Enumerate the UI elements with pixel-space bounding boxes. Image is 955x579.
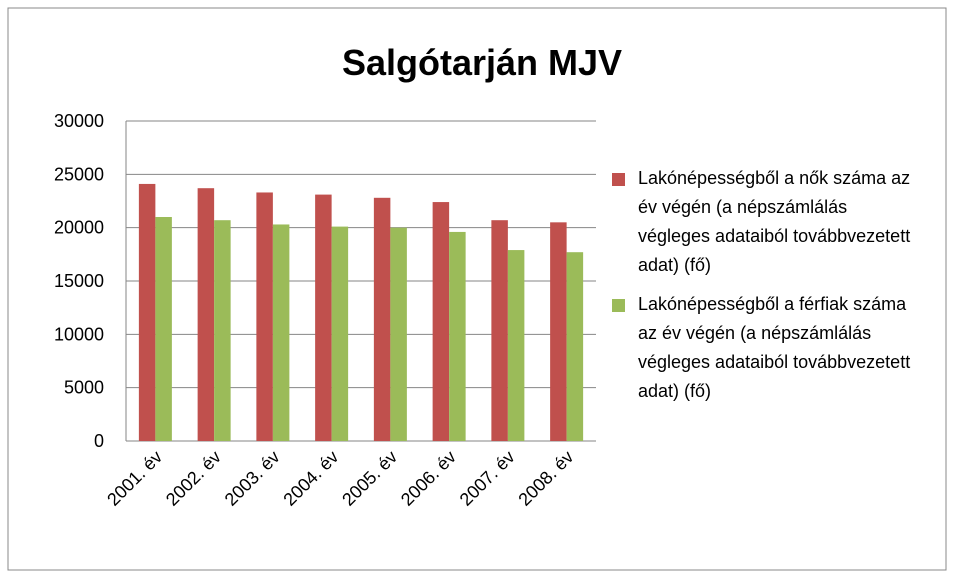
chart-title: Salgótarján MJV [342, 42, 622, 83]
y-tick-label: 30000 [54, 111, 104, 131]
legend-swatch [612, 173, 625, 186]
legend-swatch [612, 299, 625, 312]
bar [256, 192, 273, 441]
y-tick-label: 20000 [54, 218, 104, 238]
legend-entry: Lakónépességből a nők száma az év végén … [612, 164, 912, 280]
bar [390, 227, 407, 441]
bar [138, 183, 156, 441]
bar [373, 197, 391, 441]
bar [491, 220, 508, 441]
bar [315, 194, 332, 441]
bar [331, 226, 349, 441]
bar [214, 220, 231, 441]
bar [550, 222, 567, 441]
legend-entry: Lakónépességből a férfiak száma az év vé… [612, 290, 912, 406]
bar [507, 250, 525, 441]
y-tick-label: 10000 [54, 324, 104, 344]
bar [272, 224, 290, 441]
legend-label: Lakónépességből a férfiak száma az év vé… [638, 294, 911, 401]
bar [197, 188, 215, 441]
legend: Lakónépességből a nők száma az év végén … [612, 164, 912, 416]
bar [449, 231, 466, 441]
legend-label: Lakónépességből a nők száma az év végén … [638, 168, 911, 275]
bar [432, 202, 450, 441]
y-tick-label: 5000 [64, 378, 104, 398]
y-tick-label: 15000 [54, 271, 104, 291]
y-tick-label: 25000 [54, 164, 104, 184]
bar [155, 217, 172, 441]
y-tick-label: 0 [94, 431, 104, 451]
bar [566, 252, 584, 441]
